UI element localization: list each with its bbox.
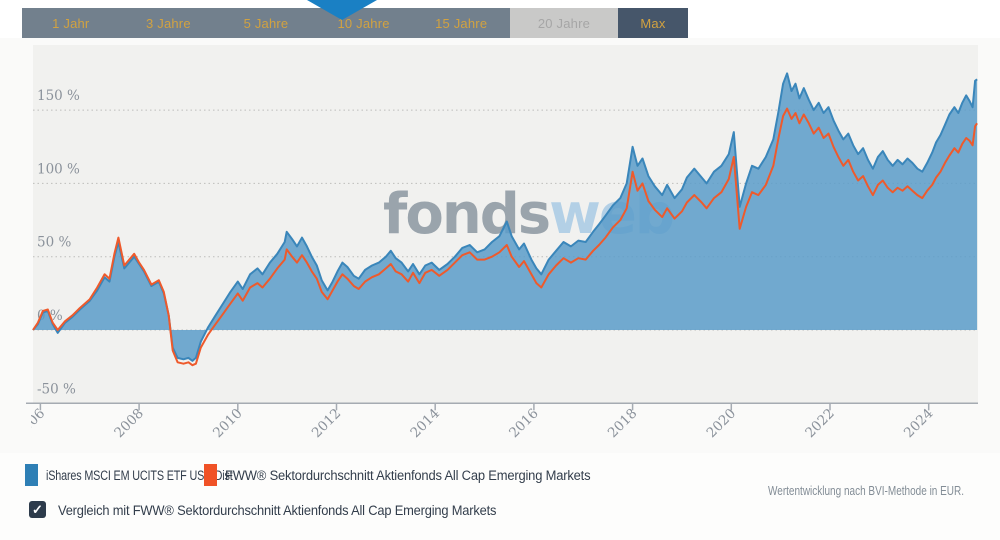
svg-text:2016: 2016 [506,406,542,442]
tab-label: 15 Jahre [435,15,488,31]
y-axis-labels: 150 %100 %50 %0 %-50 % [37,88,80,397]
svg-text:2006: 2006 [13,406,49,442]
series-area-ishares [33,73,978,361]
svg-text:2010: 2010 [210,406,246,442]
tab-label: 1 Jahr [52,15,90,31]
compare-row: Vergleich mit FWW® Sektordurchschnitt Ak… [29,501,534,518]
svg-text:2018: 2018 [605,406,641,442]
svg-text:2020: 2020 [704,406,740,442]
legend-label-ishares: iShares MSCI EM UCITS ETF USD Dist [46,467,233,483]
bvi-method-note: Wertentwicklung nach BVI-Methode in EUR. [767,484,964,498]
tab-label: Max [640,15,666,31]
legend-swatch-fww [204,464,217,486]
compare-label: Vergleich mit FWW® Sektordurchschnitt Ak… [58,501,497,518]
svg-text:50 %: 50 % [37,235,71,251]
svg-text:2022: 2022 [802,406,838,442]
svg-text:-50 %: -50 % [37,381,76,397]
tab-1-jahr[interactable]: 1 Jahr [22,8,120,38]
legend-label-fww: FWW® Sektordurchschnitt Aktienfonds All … [225,467,591,483]
tab-15-jahre[interactable]: 15 Jahre [412,8,510,38]
x-axis-labels: 2006 2008 2010 2012 2014 2016 2018 2020 2022 2024 [13,406,937,442]
compare-checkbox[interactable] [29,501,46,518]
legend-swatch-ishares [25,464,38,486]
svg-text:2024: 2024 [901,406,937,442]
tab-3-jahre[interactable]: 3 Jahre [119,8,218,38]
x-axis [26,402,978,411]
chart-legend: iShares MSCI EM UCITS ETF USD Dist FWW® … [0,463,1000,487]
tab-max[interactable]: Max [617,8,688,38]
series-stroke-ishares [32,72,978,362]
tab-label: 3 Jahre [146,15,191,31]
tab-20-jahre: 20 Jahre [509,8,618,38]
tab-5-jahre[interactable]: 5 Jahre [217,8,315,38]
svg-text:2008: 2008 [111,406,147,442]
legend-item-ishares: iShares MSCI EM UCITS ETF USD Dist [25,463,279,487]
pointer-arrow-icon [307,0,377,20]
tab-label: 5 Jahre [243,15,289,31]
legend-item-fww: FWW® Sektordurchschnitt Aktienfonds All … [204,463,606,487]
tab-label: 20 Jahre [537,15,591,31]
bottom-band [0,453,1000,540]
svg-text:2014: 2014 [407,406,443,442]
svg-text:100 %: 100 % [37,161,80,177]
svg-text:150 %: 150 % [37,88,80,104]
svg-text:2012: 2012 [309,406,345,442]
series-line-fww [32,107,978,367]
